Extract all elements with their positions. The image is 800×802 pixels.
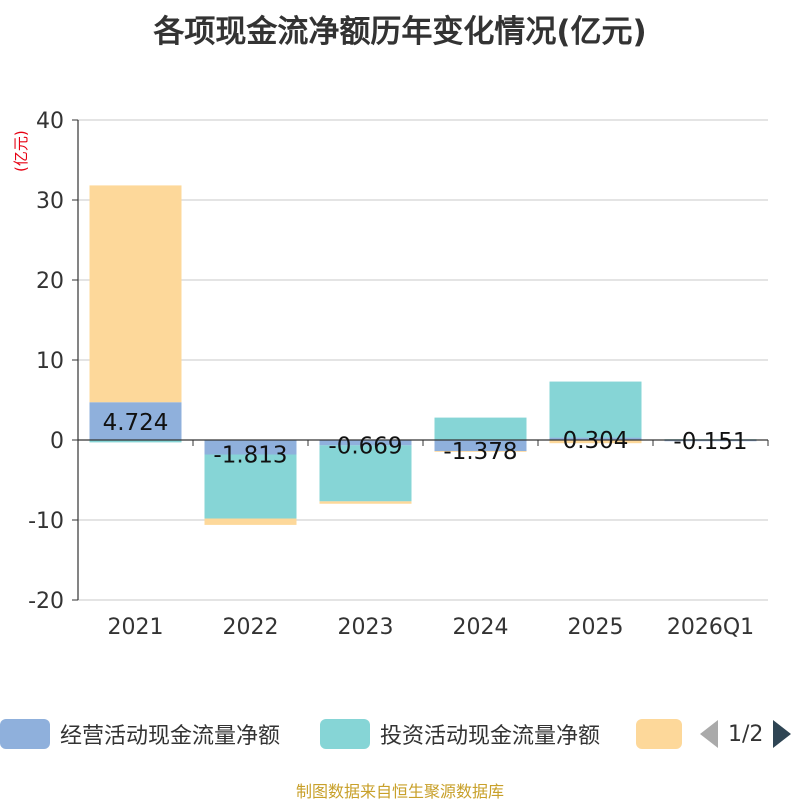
bar-2025-series-2 bbox=[549, 440, 642, 444]
pager-next-icon[interactable] bbox=[773, 720, 792, 748]
legend-swatch-investing bbox=[320, 719, 370, 749]
bar-2025-series-1 bbox=[549, 381, 642, 438]
bar-2024-series-0 bbox=[434, 440, 527, 452]
y-tick-label: 0 bbox=[50, 429, 64, 454]
x-tick-label: 2026Q1 bbox=[667, 615, 754, 640]
bar-2021-series-2 bbox=[89, 185, 182, 403]
data-labels: 4.724 -1.813 -0.669 -1.378 0.304 -0.151 bbox=[103, 410, 748, 468]
bar-2026Q1-series-0 bbox=[664, 440, 757, 442]
bars bbox=[89, 185, 757, 525]
y-tick-label: -10 bbox=[28, 509, 64, 534]
bar-2025-series-0 bbox=[549, 437, 642, 440]
data-label: 0.304 bbox=[563, 428, 629, 454]
bar-2023-series-1 bbox=[319, 445, 412, 502]
bar-2023-series-2 bbox=[319, 501, 412, 504]
pager-page-text: 1/2 bbox=[728, 721, 764, 747]
y-tick-label: -20 bbox=[28, 589, 64, 614]
legend-item-operating[interactable]: 经营活动现金流量净额 bbox=[0, 712, 280, 756]
bar-2024-series-2 bbox=[434, 451, 527, 452]
legend-item-investing[interactable]: 投资活动现金流量净额 bbox=[320, 712, 600, 756]
bar-2021-series-0 bbox=[89, 402, 182, 440]
bar-2021-series-1 bbox=[89, 440, 182, 443]
legend-label-operating: 经营活动现金流量净额 bbox=[60, 724, 281, 749]
data-label: -0.151 bbox=[673, 429, 747, 455]
grid-lines bbox=[78, 119, 768, 601]
data-label: -1.813 bbox=[213, 443, 287, 469]
x-tick-label: 2022 bbox=[223, 615, 279, 640]
x-tick-label: 2023 bbox=[338, 615, 394, 640]
legend-label-investing: 投资活动现金流量净额 bbox=[380, 724, 601, 749]
data-label: -1.378 bbox=[443, 439, 517, 465]
data-label: -0.669 bbox=[328, 433, 402, 459]
y-tick-label: 10 bbox=[36, 349, 64, 374]
x-tick-label: 2025 bbox=[568, 615, 624, 640]
bar-2024-series-1 bbox=[434, 417, 527, 440]
x-tick-label: 2024 bbox=[453, 615, 509, 640]
y-tick-label: 30 bbox=[36, 189, 64, 214]
stacked-bar-chart: 40 30 20 10 0 -10 -20 2021 2022 2023 2024 2025 2026Q… bbox=[28, 109, 769, 640]
bar-2022-series-0 bbox=[204, 440, 297, 455]
y-tick-label: 20 bbox=[36, 269, 64, 294]
x-tick-label: 2021 bbox=[108, 615, 164, 640]
axes bbox=[72, 119, 769, 601]
bar-2022-series-2 bbox=[204, 518, 297, 525]
legend: 经营活动现金流量净额 投资活动现金流量净额 1/2 bbox=[0, 712, 800, 756]
data-source-note: 制图数据来自恒生聚源数据库 bbox=[295, 782, 504, 801]
legend-swatch-third bbox=[636, 719, 682, 749]
tick-labels: 40 30 20 10 0 -10 -20 2021 2022 2023 2024 2025 2026Q… bbox=[28, 109, 754, 640]
legend-item-third[interactable] bbox=[636, 712, 692, 756]
legend-pager: 1/2 bbox=[700, 712, 792, 756]
y-tick-label: 40 bbox=[36, 109, 64, 134]
pager-prev-icon[interactable] bbox=[700, 720, 718, 748]
bar-2023-series-0 bbox=[319, 440, 412, 446]
legend-swatch-operating bbox=[0, 719, 50, 749]
bar-2022-series-1 bbox=[204, 454, 297, 519]
data-label: 4.724 bbox=[103, 410, 169, 436]
chart-title: 各项现金流净额历年变化情况(亿元) bbox=[153, 14, 647, 50]
